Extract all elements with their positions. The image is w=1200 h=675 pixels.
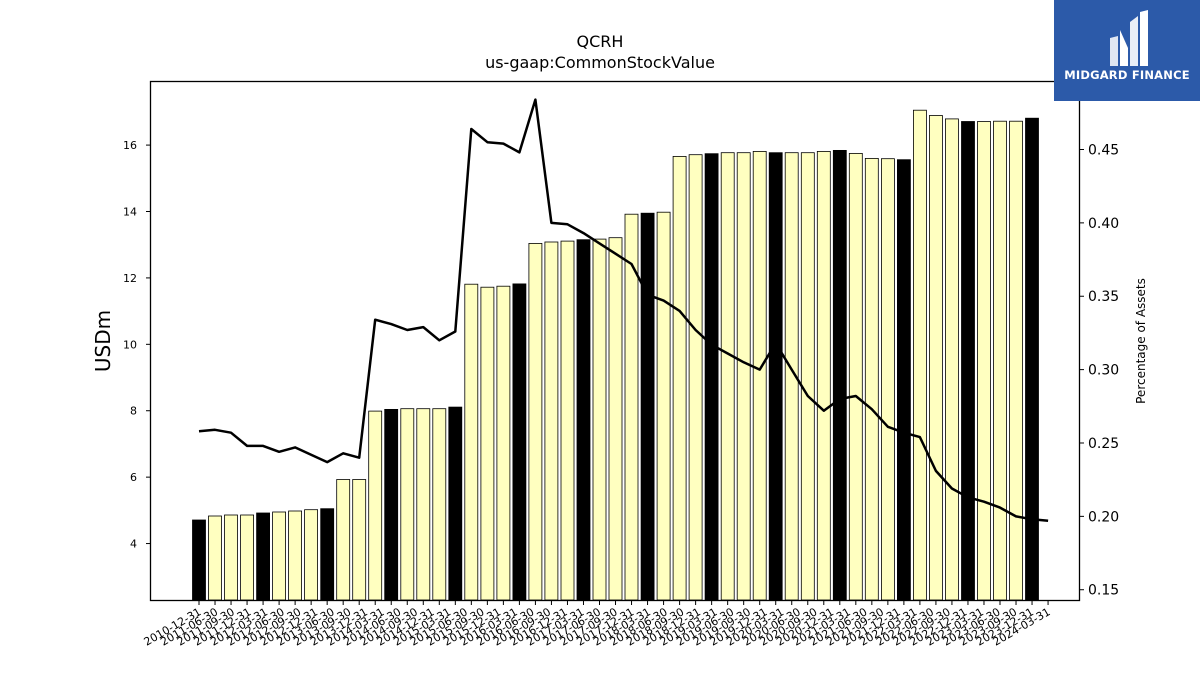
bar-2021-09-30 [881, 158, 895, 601]
line-series [198, 98, 1049, 523]
brand-logo: MIDGARD FINANCE [1054, 0, 1200, 101]
left-axis: 4 6 8 10 12 14 16 [123, 139, 151, 551]
bar-2022-12-31 [961, 121, 975, 601]
bar-2023-09-30 [1009, 120, 1023, 601]
bar-2022-06-30 [929, 115, 943, 601]
bar-2018-03-31 [656, 211, 671, 601]
y-axis-label: USDm [91, 310, 115, 372]
bar-2017-06-30 [608, 237, 623, 601]
bar-2016-09-30 [560, 240, 575, 601]
bar-2023-12-31 [1025, 117, 1039, 601]
y2-axis-label: Percentage of Assets [1134, 278, 1148, 404]
bar-2013-12-31 [384, 408, 399, 601]
chart-title: QCRH [576, 32, 624, 51]
y2-tick-label: 0.45 [1088, 143, 1119, 159]
bar-2018-12-31 [704, 153, 719, 601]
plot-frame [149, 80, 1081, 602]
bar-2021-12-31 [897, 159, 911, 601]
bar-2013-03-31 [336, 479, 351, 601]
chart-subtitle: us-gaap:CommonStockValue [485, 53, 715, 72]
brand-mark-icon [1110, 10, 1148, 66]
y2-tick-label: 0.20 [1088, 509, 1119, 525]
bar-2012-03-31 [272, 511, 287, 601]
bar-2021-06-30 [864, 157, 879, 601]
y-tick-label: 10 [123, 338, 137, 351]
bar-2015-12-31 [512, 283, 527, 601]
bar-2013-06-30 [352, 479, 367, 601]
y-tick-label: 8 [130, 405, 137, 418]
y2-tick-label: 0.40 [1088, 216, 1119, 232]
bar-2020-06-30 [800, 152, 815, 601]
bar-2014-03-31 [400, 408, 415, 601]
bar-2022-09-30 [945, 118, 959, 601]
bar-2016-03-31 [528, 242, 543, 601]
y2-tick-label: 0.30 [1088, 363, 1119, 379]
brand-name: MIDGARD FINANCE [1064, 68, 1190, 82]
y2-tick-label: 0.15 [1088, 583, 1119, 599]
y-tick-label: 12 [123, 272, 137, 285]
bar-2011-06-30 [224, 514, 238, 601]
percentage-line [198, 98, 1049, 523]
y-tick-label: 6 [130, 471, 137, 484]
bar-2010-12-31 [192, 519, 206, 601]
bar-2017-03-31 [592, 238, 607, 601]
bar-2019-03-31 [720, 152, 735, 601]
bar-2021-03-31 [848, 152, 863, 601]
bar-2019-12-31 [768, 152, 783, 601]
bar-2023-06-30 [993, 120, 1007, 601]
bar-2020-12-31 [832, 149, 847, 601]
bar-2023-03-31 [977, 121, 991, 601]
bar-2012-09-30 [304, 509, 319, 601]
bar-2019-09-30 [752, 150, 767, 601]
right-axis: 0.15 0.20 0.25 0.30 0.35 0.40 0.45 [1079, 143, 1119, 599]
y-tick-label: 16 [123, 139, 137, 152]
y-tick-label: 14 [123, 206, 137, 219]
bar-2017-12-31 [640, 212, 655, 601]
bar-2014-12-31 [448, 406, 463, 601]
bar-2015-06-30 [480, 286, 495, 601]
bar-2011-03-31 [208, 515, 222, 601]
x-axis: 2010-12-312011-06-302011-09-302011-12-31… [142, 600, 1053, 649]
bar-2018-06-30 [672, 155, 687, 601]
bar-2011-09-30 [240, 514, 255, 601]
y-tick-label: 4 [130, 538, 137, 551]
bar-2019-06-30 [736, 152, 751, 601]
bar-2016-12-31 [576, 239, 591, 601]
bar-2016-06-30 [544, 241, 559, 601]
bar-series [192, 109, 1039, 601]
y2-tick-label: 0.35 [1088, 289, 1119, 305]
bar-2015-03-31 [464, 283, 479, 601]
bar-2013-09-30 [368, 410, 383, 601]
bar-2011-12-31 [256, 512, 271, 601]
bar-2022-03-31 [913, 109, 927, 601]
bar-2018-09-30 [688, 154, 703, 601]
bar-2012-12-31 [320, 508, 335, 601]
bar-2014-09-30 [432, 408, 447, 601]
y2-tick-label: 0.25 [1088, 436, 1119, 452]
bar-2012-06-30 [288, 510, 303, 601]
bar-2014-06-30 [416, 408, 431, 601]
bar-2015-09-30 [496, 285, 511, 601]
bar-2020-09-30 [816, 150, 831, 601]
